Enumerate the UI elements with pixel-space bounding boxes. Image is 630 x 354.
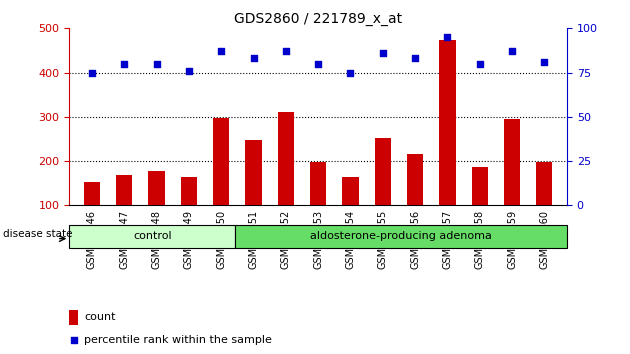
- Point: [507, 48, 517, 54]
- Point: [248, 56, 258, 61]
- Point: [87, 70, 97, 75]
- Point: [474, 61, 484, 67]
- Text: percentile rank within the sample: percentile rank within the sample: [84, 335, 272, 346]
- Bar: [116, 175, 132, 205]
- Bar: [310, 162, 326, 205]
- Point: [281, 48, 291, 54]
- Bar: [181, 177, 197, 205]
- Bar: [213, 118, 229, 205]
- Text: disease state: disease state: [4, 229, 73, 239]
- Point: [539, 59, 549, 65]
- Bar: [407, 154, 423, 205]
- Bar: [149, 171, 164, 205]
- Bar: [278, 112, 294, 205]
- Point: [378, 50, 388, 56]
- Point: [216, 48, 226, 54]
- Bar: [246, 140, 261, 205]
- Bar: [69, 310, 78, 325]
- Bar: [84, 182, 100, 205]
- Point: [69, 337, 79, 343]
- Point: [184, 68, 194, 74]
- Point: [442, 34, 452, 40]
- Bar: [504, 119, 520, 205]
- Bar: [235, 225, 567, 248]
- Point: [152, 61, 162, 67]
- Title: GDS2860 / 221789_x_at: GDS2860 / 221789_x_at: [234, 12, 402, 26]
- Bar: [439, 40, 455, 205]
- Text: aldosterone-producing adenoma: aldosterone-producing adenoma: [310, 231, 492, 241]
- Text: count: count: [84, 312, 116, 322]
- Point: [119, 61, 129, 67]
- Point: [313, 61, 323, 67]
- Point: [410, 56, 420, 61]
- Bar: [342, 177, 358, 205]
- Bar: [472, 167, 488, 205]
- Bar: [536, 162, 553, 205]
- Bar: [69, 225, 235, 248]
- Bar: [375, 138, 391, 205]
- Text: control: control: [133, 231, 171, 241]
- Point: [345, 70, 355, 75]
